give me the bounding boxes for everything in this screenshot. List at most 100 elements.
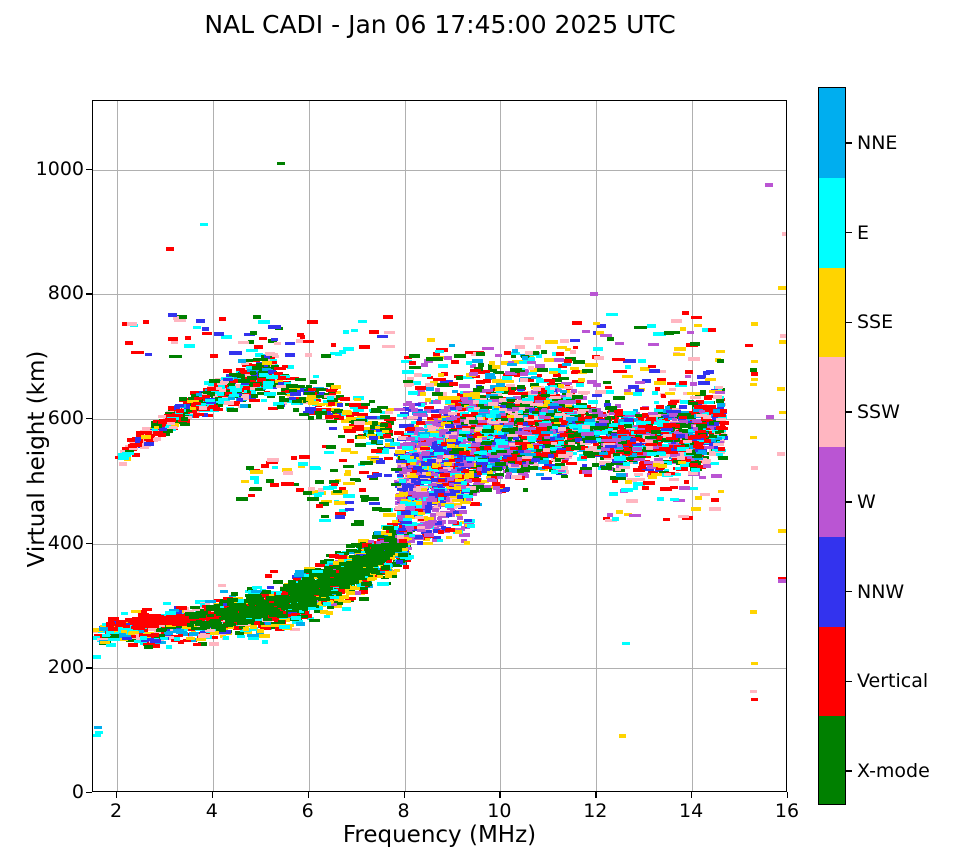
data-point bbox=[266, 585, 275, 590]
data-point bbox=[159, 636, 169, 641]
data-point bbox=[402, 558, 411, 563]
data-point bbox=[261, 590, 271, 594]
data-point bbox=[156, 632, 162, 636]
data-point bbox=[126, 322, 137, 327]
data-point bbox=[263, 385, 273, 389]
data-point bbox=[339, 397, 350, 401]
data-point bbox=[302, 607, 309, 611]
gridline-horizontal bbox=[93, 169, 786, 171]
data-point bbox=[393, 431, 404, 435]
gridline-horizontal bbox=[93, 543, 786, 545]
data-point bbox=[779, 340, 786, 345]
data-point bbox=[322, 602, 331, 607]
data-point bbox=[750, 359, 759, 364]
data-point bbox=[238, 379, 251, 383]
data-point bbox=[230, 592, 238, 596]
data-point bbox=[196, 318, 206, 323]
data-point bbox=[229, 393, 240, 398]
data-point bbox=[326, 605, 335, 610]
data-point bbox=[228, 594, 237, 599]
data-point bbox=[327, 571, 336, 576]
data-point bbox=[277, 161, 285, 166]
data-point bbox=[346, 439, 354, 443]
data-point bbox=[681, 311, 690, 315]
data-point bbox=[223, 635, 230, 640]
data-point bbox=[158, 432, 167, 437]
data-point bbox=[360, 582, 370, 586]
data-point bbox=[325, 602, 337, 607]
data-point bbox=[309, 380, 318, 385]
data-point bbox=[344, 429, 356, 434]
data-point bbox=[385, 547, 391, 552]
data-point bbox=[339, 585, 351, 589]
data-point bbox=[142, 319, 150, 324]
data-point bbox=[265, 621, 271, 626]
data-point bbox=[227, 618, 238, 622]
data-point bbox=[335, 352, 342, 356]
data-point bbox=[337, 403, 344, 407]
data-point bbox=[229, 351, 242, 355]
data-point bbox=[382, 555, 391, 560]
data-point bbox=[237, 340, 249, 345]
data-point bbox=[750, 661, 759, 666]
data-point bbox=[122, 636, 133, 641]
data-point bbox=[173, 629, 185, 633]
data-point bbox=[232, 626, 242, 630]
data-point bbox=[289, 396, 297, 401]
data-point bbox=[259, 336, 267, 341]
data-point bbox=[232, 600, 239, 605]
data-point bbox=[444, 400, 451, 404]
data-point bbox=[99, 640, 110, 645]
data-point bbox=[345, 591, 354, 595]
gridline-vertical bbox=[212, 101, 214, 791]
data-points-layer bbox=[93, 101, 786, 791]
data-point bbox=[335, 550, 342, 555]
data-point bbox=[139, 635, 148, 640]
data-point bbox=[353, 397, 361, 402]
data-point bbox=[336, 595, 349, 599]
data-point bbox=[248, 398, 260, 403]
data-point bbox=[327, 396, 334, 400]
data-point bbox=[203, 625, 211, 629]
data-point bbox=[287, 365, 295, 369]
data-point bbox=[142, 607, 153, 612]
data-point bbox=[258, 610, 266, 615]
data-point bbox=[227, 601, 234, 606]
data-point bbox=[165, 620, 176, 625]
gridline-horizontal bbox=[93, 668, 786, 670]
data-point bbox=[318, 603, 326, 607]
data-point bbox=[377, 534, 384, 539]
data-point bbox=[315, 563, 325, 567]
data-point bbox=[223, 377, 234, 382]
data-point bbox=[200, 222, 209, 227]
data-point bbox=[351, 578, 359, 583]
data-point bbox=[252, 366, 263, 370]
data-point bbox=[211, 635, 218, 640]
data-point bbox=[179, 397, 187, 401]
data-point bbox=[405, 400, 413, 405]
data-point bbox=[298, 384, 305, 389]
data-point bbox=[265, 375, 278, 380]
data-point bbox=[261, 640, 269, 644]
data-point bbox=[376, 581, 389, 586]
data-point bbox=[171, 340, 178, 345]
data-point bbox=[294, 595, 302, 599]
data-point bbox=[227, 408, 239, 412]
data-point bbox=[316, 402, 325, 407]
data-point bbox=[165, 417, 177, 422]
data-point bbox=[228, 622, 236, 627]
data-point bbox=[237, 634, 246, 639]
data-point bbox=[359, 575, 366, 580]
data-point bbox=[130, 442, 142, 447]
data-point bbox=[749, 382, 758, 387]
data-point bbox=[369, 436, 378, 440]
data-point bbox=[150, 639, 161, 644]
data-point bbox=[145, 430, 153, 435]
data-point bbox=[351, 411, 359, 416]
data-point bbox=[248, 636, 259, 641]
data-point bbox=[202, 390, 212, 395]
data-point bbox=[516, 384, 525, 389]
data-point bbox=[749, 689, 758, 694]
data-point bbox=[167, 337, 179, 341]
